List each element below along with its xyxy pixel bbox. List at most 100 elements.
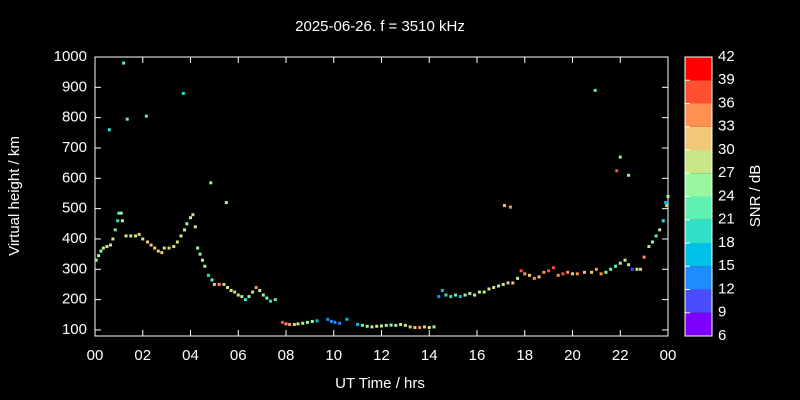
x-tick-label: 14 (421, 347, 438, 364)
colorbar-band (685, 219, 712, 243)
colorbar-tick-label: 27 (718, 164, 735, 181)
data-point (305, 320, 309, 324)
data-point (97, 254, 101, 258)
data-point (389, 323, 393, 327)
colorbar-tick-label: 6 (718, 327, 726, 344)
data-point (200, 258, 204, 262)
data-point (162, 246, 166, 250)
colorbar-tick-label: 15 (718, 257, 735, 274)
colorbar-tick-label: 30 (718, 141, 735, 158)
data-point (99, 249, 103, 253)
colorbar-band (685, 266, 712, 290)
data-point (542, 270, 546, 274)
data-point (233, 290, 237, 294)
data-point (247, 295, 251, 299)
data-point (551, 266, 555, 270)
data-point (338, 321, 342, 325)
chart-title: 2025-06-26. f = 3510 kHz (295, 18, 465, 35)
colorbar-tick-label: 42 (718, 48, 735, 65)
data-point (315, 319, 319, 323)
colorbar-band (685, 243, 712, 267)
y-axis-label: Virtual height / km (6, 136, 23, 256)
data-point (537, 275, 541, 279)
data-point (664, 201, 668, 205)
data-point (149, 243, 153, 247)
data-point (440, 289, 444, 293)
colorbar-band (685, 80, 712, 104)
data-point (224, 201, 228, 205)
data-point (511, 281, 515, 285)
data-point (117, 211, 121, 215)
data-point (209, 181, 213, 185)
data-point (618, 261, 622, 265)
y-tick-label: 600 (62, 169, 87, 186)
plot-frame (94, 56, 669, 337)
data-point (394, 323, 398, 327)
data-point (665, 204, 669, 208)
data-point (116, 219, 120, 223)
data-point (650, 240, 654, 244)
data-point (370, 325, 374, 329)
data-point (427, 326, 431, 330)
data-point (666, 195, 670, 198)
data-point (458, 295, 462, 299)
data-point (365, 324, 369, 328)
y-tick-label: 200 (62, 291, 87, 308)
y-tick-label: 300 (62, 260, 87, 277)
data-point (647, 245, 651, 249)
y-tick-label: 100 (62, 321, 87, 338)
x-tick-label: 02 (134, 347, 151, 364)
x-tick-label: 12 (373, 347, 390, 364)
data-point (124, 234, 128, 238)
data-point (360, 323, 364, 327)
data-point (137, 232, 141, 236)
data-point (296, 322, 300, 326)
data-point (380, 324, 383, 328)
data-point (134, 234, 138, 238)
data-point (326, 317, 330, 321)
data-point (119, 211, 123, 215)
y-tick-label: 400 (62, 230, 87, 247)
data-point (210, 278, 214, 282)
x-axis-label: UT Time / hrs (335, 375, 425, 392)
data-point (654, 234, 658, 238)
colorbar-tick-label: 12 (718, 280, 735, 297)
data-point (532, 276, 536, 280)
data-point (94, 258, 98, 262)
data-point (561, 272, 565, 276)
data-point (508, 205, 512, 209)
data-point (240, 295, 244, 299)
data-point (501, 282, 505, 286)
data-point (160, 251, 164, 255)
colorbar-band (685, 312, 712, 336)
data-point (111, 237, 115, 241)
data-point (618, 155, 622, 159)
colorbar-band (685, 57, 712, 81)
data-point (422, 325, 426, 329)
data-point (206, 273, 210, 277)
data-point (575, 272, 579, 276)
data-point (141, 237, 145, 241)
data-point (144, 114, 148, 118)
colorbar-label: SNR / dB (747, 165, 764, 228)
colorbar-tick-label: 21 (718, 211, 735, 228)
data-point (642, 255, 646, 259)
data-point (196, 246, 200, 250)
data-point (566, 270, 570, 274)
data-point (345, 317, 349, 321)
data-point (217, 282, 221, 286)
data-point (477, 290, 481, 294)
data-point (191, 213, 195, 217)
data-point (258, 289, 262, 293)
data-point (333, 320, 337, 324)
colorbar-tick-label: 18 (718, 234, 735, 251)
data-point (273, 298, 277, 302)
data-point (292, 322, 296, 326)
data-point (172, 245, 176, 249)
data-point (189, 216, 192, 220)
data-point (496, 284, 500, 288)
x-tick-label: 10 (325, 347, 342, 364)
data-point (487, 287, 491, 291)
data-point (627, 263, 631, 267)
data-point (523, 272, 527, 276)
